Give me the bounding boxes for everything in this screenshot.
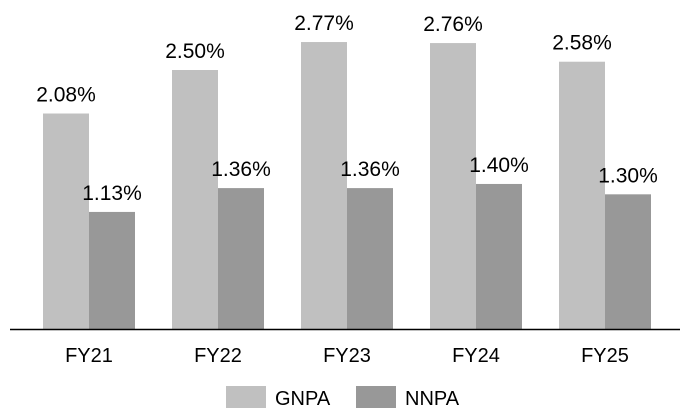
data-label-gnpa-fy23: 2.77% [294,12,354,35]
bar-gnpa-fy22 [172,70,218,329]
data-label-nnpa-fy23: 1.36% [340,158,400,181]
data-label-nnpa-fy24: 1.40% [469,154,529,177]
data-label-gnpa-fy22: 2.50% [165,40,225,63]
x-tick-label-fy23: FY23 [323,345,371,367]
bar-nnpa-fy21 [89,212,135,329]
data-label-gnpa-fy24: 2.76% [423,13,483,36]
x-tick-label-fy25: FY25 [581,345,629,367]
legend-label-gnpa: GNPA [275,388,331,410]
bar-gnpa-fy23 [301,42,347,329]
legend-label-nnpa: NNPA [405,388,460,410]
x-tick-label-fy21: FY21 [65,345,113,367]
bar-nnpa-fy24 [476,184,522,329]
x-tick-label-fy22: FY22 [194,345,242,367]
x-tick-labels-layer: FY21 FY22 FY23 FY24 FY25 [65,345,629,367]
bar-gnpa-fy25 [559,62,605,329]
data-label-gnpa-fy25: 2.58% [552,32,612,55]
bar-gnpa-fy24 [430,43,476,329]
x-tick-label-fy24: FY24 [452,345,500,367]
legend: GNPA NNPA [226,386,460,410]
bar-nnpa-fy23 [347,188,393,329]
legend-swatch-nnpa [356,386,396,408]
legend-swatch-gnpa [226,386,266,408]
bar-nnpa-fy25 [605,194,651,329]
bar-gnpa-fy21 [43,114,89,329]
bar-nnpa-fy22 [218,188,264,329]
data-label-nnpa-fy25: 1.30% [598,164,658,187]
data-label-nnpa-fy21: 1.13% [82,182,142,205]
data-label-nnpa-fy22: 1.36% [211,158,271,181]
data-label-gnpa-fy21: 2.08% [36,84,96,107]
